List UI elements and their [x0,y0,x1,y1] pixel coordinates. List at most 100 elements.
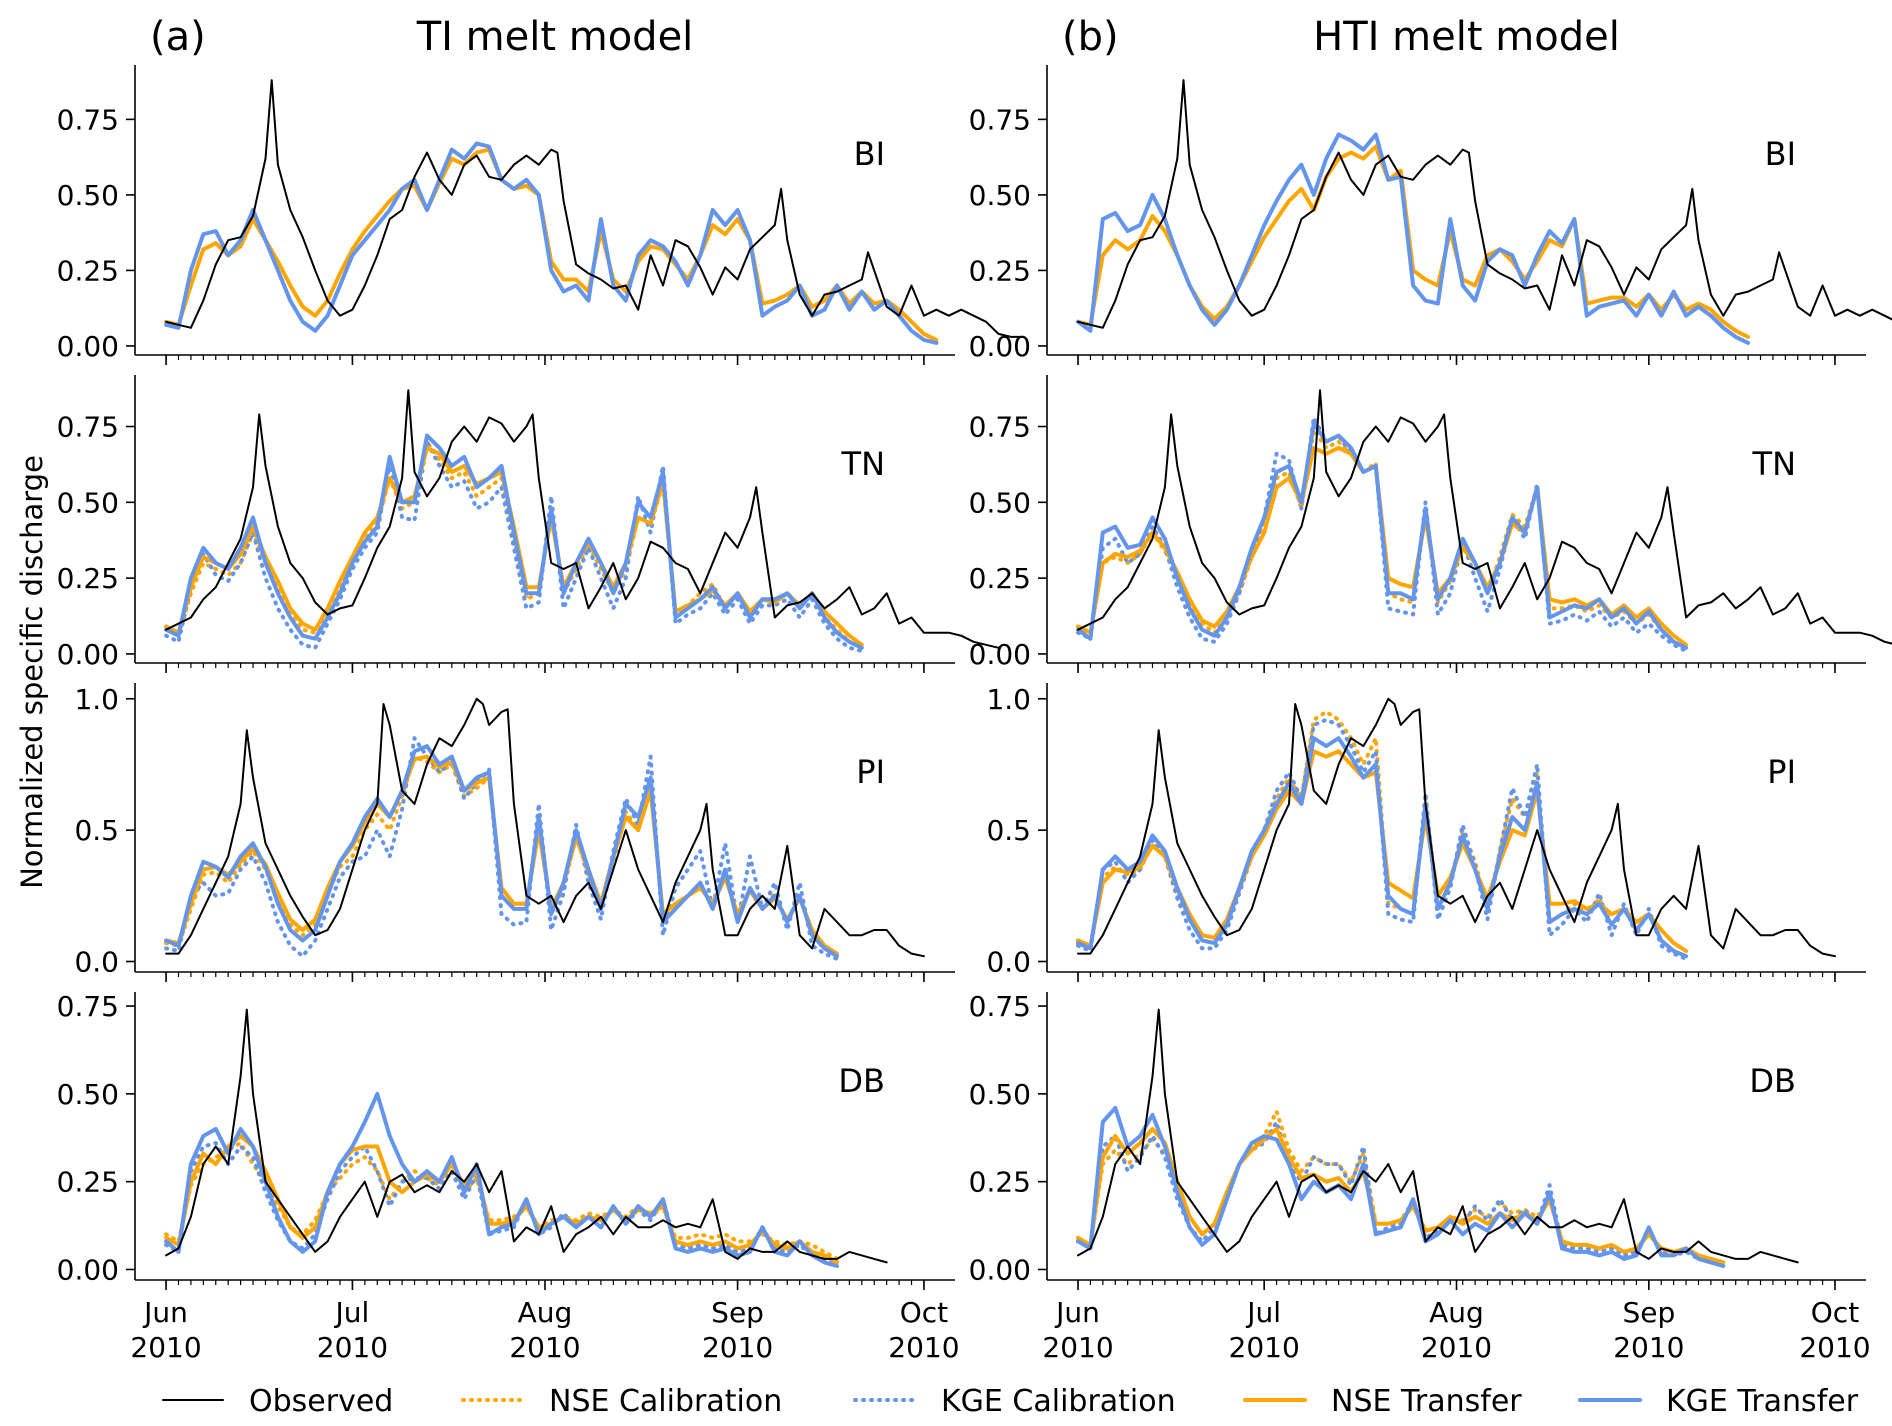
series-kge-calibration [164,736,839,961]
site-label: PI [856,753,885,791]
y-tick-label: 0.00 [969,330,1031,363]
panel-label-b: (b) [1062,14,1119,60]
x-tick-label-month: Sep [1622,1296,1675,1329]
x-tick-label-month: Aug [518,1296,573,1329]
series-kge-transfer [1076,421,1689,650]
x-tick-label-month: Sep [711,1296,764,1329]
x-tick-label-year: 2010 [888,1331,959,1364]
site-label: BI [854,135,885,173]
series-observed [1077,1008,1799,1264]
series-observed [1077,79,1892,329]
x-tick-label-year: 2010 [1421,1331,1492,1364]
legend-label: Observed [249,1384,393,1419]
y-tick-label: 0.75 [969,411,1031,444]
series-kge-transfer [164,141,939,345]
y-tick-label: 0.50 [969,179,1031,212]
series-observed [1077,389,1892,645]
series-observed [165,389,1000,649]
series-observed [165,1008,888,1264]
x-tick-label-year: 2010 [317,1331,388,1364]
legend-label: NSE Calibration [549,1384,782,1419]
site-label: DB [838,1062,885,1100]
series-kge-calibration [164,1141,839,1265]
x-tick-label-year: 2010 [1613,1331,1684,1364]
y-axis-label: Normalized specific discharge [15,455,49,889]
y-tick-label: 0.50 [969,486,1031,519]
x-tick-label-year: 2010 [1799,1331,1870,1364]
y-tick-label: 0.25 [969,562,1031,595]
series-nse-transfer [164,1134,839,1265]
series-kge-calibration [1076,1120,1726,1268]
site-label: DB [1749,1062,1796,1100]
y-tick-label: 0.25 [57,562,119,595]
series-kge-transfer [164,433,864,650]
x-tick-label-year: 2010 [130,1331,201,1364]
y-tick-label: 0.75 [969,990,1031,1023]
panel-label-a: (a) [150,14,206,60]
subplot-b-bi: 0.00 0.25 0.50 0.75 BI [969,65,1892,365]
series-kge-transfer [1076,736,1689,959]
y-tick-label: 0.00 [969,1253,1031,1286]
y-tick-label: 0.25 [969,254,1031,287]
site-label: PI [1767,753,1796,791]
series-kge-transfer [164,1091,839,1268]
y-tick-label: 0.00 [969,638,1031,671]
series-kge-calibration [164,439,864,653]
x-tick-label-year: 2010 [1229,1331,1300,1364]
legend-label: KGE Transfer [1666,1384,1859,1419]
y-tick-label: 0.50 [57,1078,119,1111]
x-tick-label-month: Oct [1811,1296,1859,1329]
y-tick-label: 0.25 [57,1166,119,1199]
y-tick-label: 0.00 [57,330,119,363]
series-nse-calibration [164,1141,839,1261]
x-tick-label-month: Jun [1054,1296,1100,1329]
subplot-b-tn: 0.00 0.25 0.50 0.75 TN [969,375,1892,673]
series-observed [1077,697,1836,958]
x-tick-label-year: 2010 [509,1331,580,1364]
y-tick-label: 1.0 [986,683,1031,716]
series-nse-transfer [1076,144,1751,339]
x-tick-label-year: 2010 [1042,1331,1113,1364]
y-tick-label: 0.0 [986,945,1031,978]
y-tick-label: 0.75 [57,990,119,1023]
y-tick-label: 0.75 [57,411,119,444]
series-nse-transfer [164,754,839,956]
y-tick-label: 0.75 [57,103,119,136]
legend-label: NSE Transfer [1331,1384,1522,1419]
subplot-b-pi: 0.0 0.5 1.0 PI [986,683,1866,982]
y-tick-label: 0.25 [57,254,119,287]
y-tick-label: 0.50 [969,1078,1031,1111]
x-tick-label-year: 2010 [702,1331,773,1364]
series-observed [165,79,1025,338]
series-kge-transfer [1076,132,1751,345]
series-kge-transfer [1076,1105,1726,1268]
x-tick-label-month: Jul [334,1296,370,1329]
y-tick-label: 0.75 [969,103,1031,136]
x-tick-label-month: Jul [1245,1296,1281,1329]
subplot-b-db: 0.000.250.500.75DBJun2010Jul2010Aug2010S… [969,990,1871,1364]
site-label: BI [1765,135,1796,173]
subplot-a-tn: 0.00 0.25 0.50 0.75 TN [57,375,1000,673]
y-tick-label: 1.0 [74,683,119,716]
site-label: TN [1752,445,1796,483]
series-nse-calibration [164,754,839,959]
y-tick-label: 0.5 [986,814,1031,847]
y-tick-label: 0.00 [57,1253,119,1286]
x-tick-label-month: Jun [142,1296,188,1329]
y-tick-label: 0.5 [74,814,119,847]
series-observed [165,697,925,958]
panel-title-a: TI melt model [416,14,694,60]
y-tick-label: 0.50 [57,486,119,519]
subplot-a-pi: 0.0 0.5 1.0 PI [74,683,955,982]
y-tick-label: 0.50 [57,179,119,212]
site-label: TN [841,445,885,483]
y-tick-label: 0.25 [969,1166,1031,1199]
series-nse-transfer [1076,1127,1726,1265]
x-tick-label-month: Oct [900,1296,948,1329]
subplot-a-db: 0.000.250.500.75DBJun2010Jul2010Aug2010S… [57,990,960,1364]
y-tick-label: 0.00 [57,638,119,671]
x-tick-label-month: Aug [1429,1296,1484,1329]
panel-title-b: HTI melt model [1313,14,1620,60]
y-tick-label: 0.0 [74,945,119,978]
